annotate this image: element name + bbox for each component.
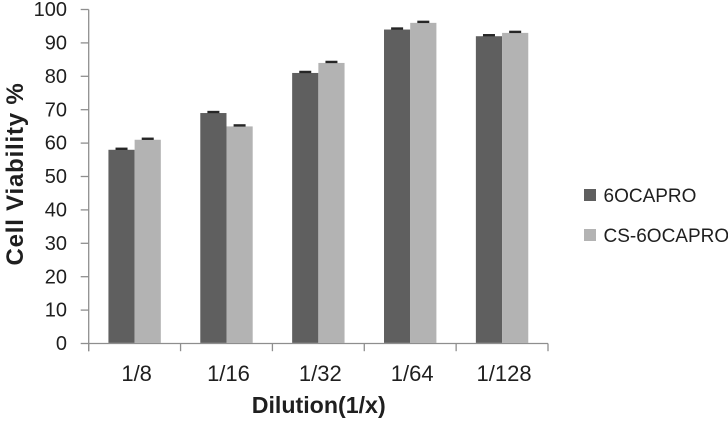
svg-text:0: 0 — [56, 333, 67, 355]
svg-text:50: 50 — [45, 166, 67, 188]
svg-text:60: 60 — [45, 133, 67, 155]
svg-text:1/64: 1/64 — [391, 361, 434, 386]
svg-text:CS-6OCAPRO: CS-6OCAPRO — [604, 226, 728, 247]
svg-text:1/128: 1/128 — [477, 361, 532, 386]
svg-text:Cell Viability %: Cell Viability % — [2, 82, 29, 265]
svg-text:80: 80 — [45, 66, 67, 88]
svg-text:1/16: 1/16 — [207, 361, 250, 386]
svg-text:20: 20 — [45, 266, 67, 288]
svg-text:40: 40 — [45, 200, 67, 222]
svg-text:1/32: 1/32 — [299, 361, 342, 386]
svg-text:30: 30 — [45, 233, 67, 255]
svg-text:Dilution(1/x): Dilution(1/x) — [252, 392, 386, 418]
svg-text:100: 100 — [34, 0, 67, 21]
svg-text:6OCAPRO: 6OCAPRO — [604, 186, 697, 207]
svg-text:90: 90 — [45, 33, 67, 55]
svg-text:10: 10 — [45, 300, 67, 322]
svg-text:1/8: 1/8 — [121, 361, 152, 386]
svg-text:70: 70 — [45, 99, 67, 121]
